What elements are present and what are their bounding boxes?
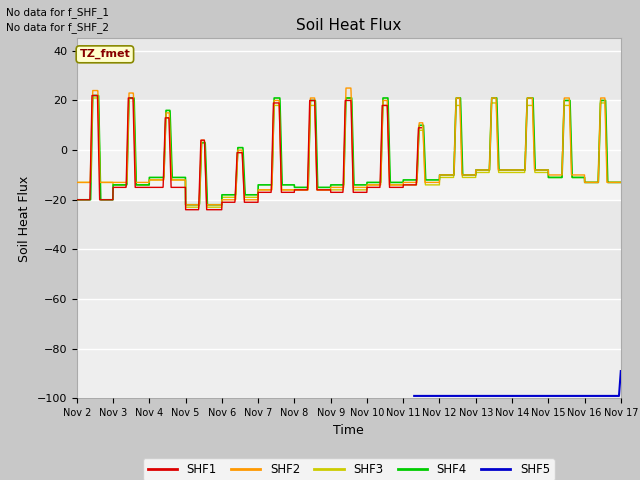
Text: No data for f_SHF_1: No data for f_SHF_1 [6, 7, 109, 18]
Bar [77, 100, 621, 200]
Bar [77, 299, 621, 398]
X-axis label: Time: Time [333, 424, 364, 437]
Text: TZ_fmet: TZ_fmet [79, 49, 131, 60]
Legend: SHF1, SHF2, SHF3, SHF4, SHF5: SHF1, SHF2, SHF3, SHF4, SHF5 [143, 458, 555, 480]
Y-axis label: Soil Heat Flux: Soil Heat Flux [18, 175, 31, 262]
Title: Soil Heat Flux: Soil Heat Flux [296, 18, 401, 33]
Text: No data for f_SHF_2: No data for f_SHF_2 [6, 22, 109, 33]
